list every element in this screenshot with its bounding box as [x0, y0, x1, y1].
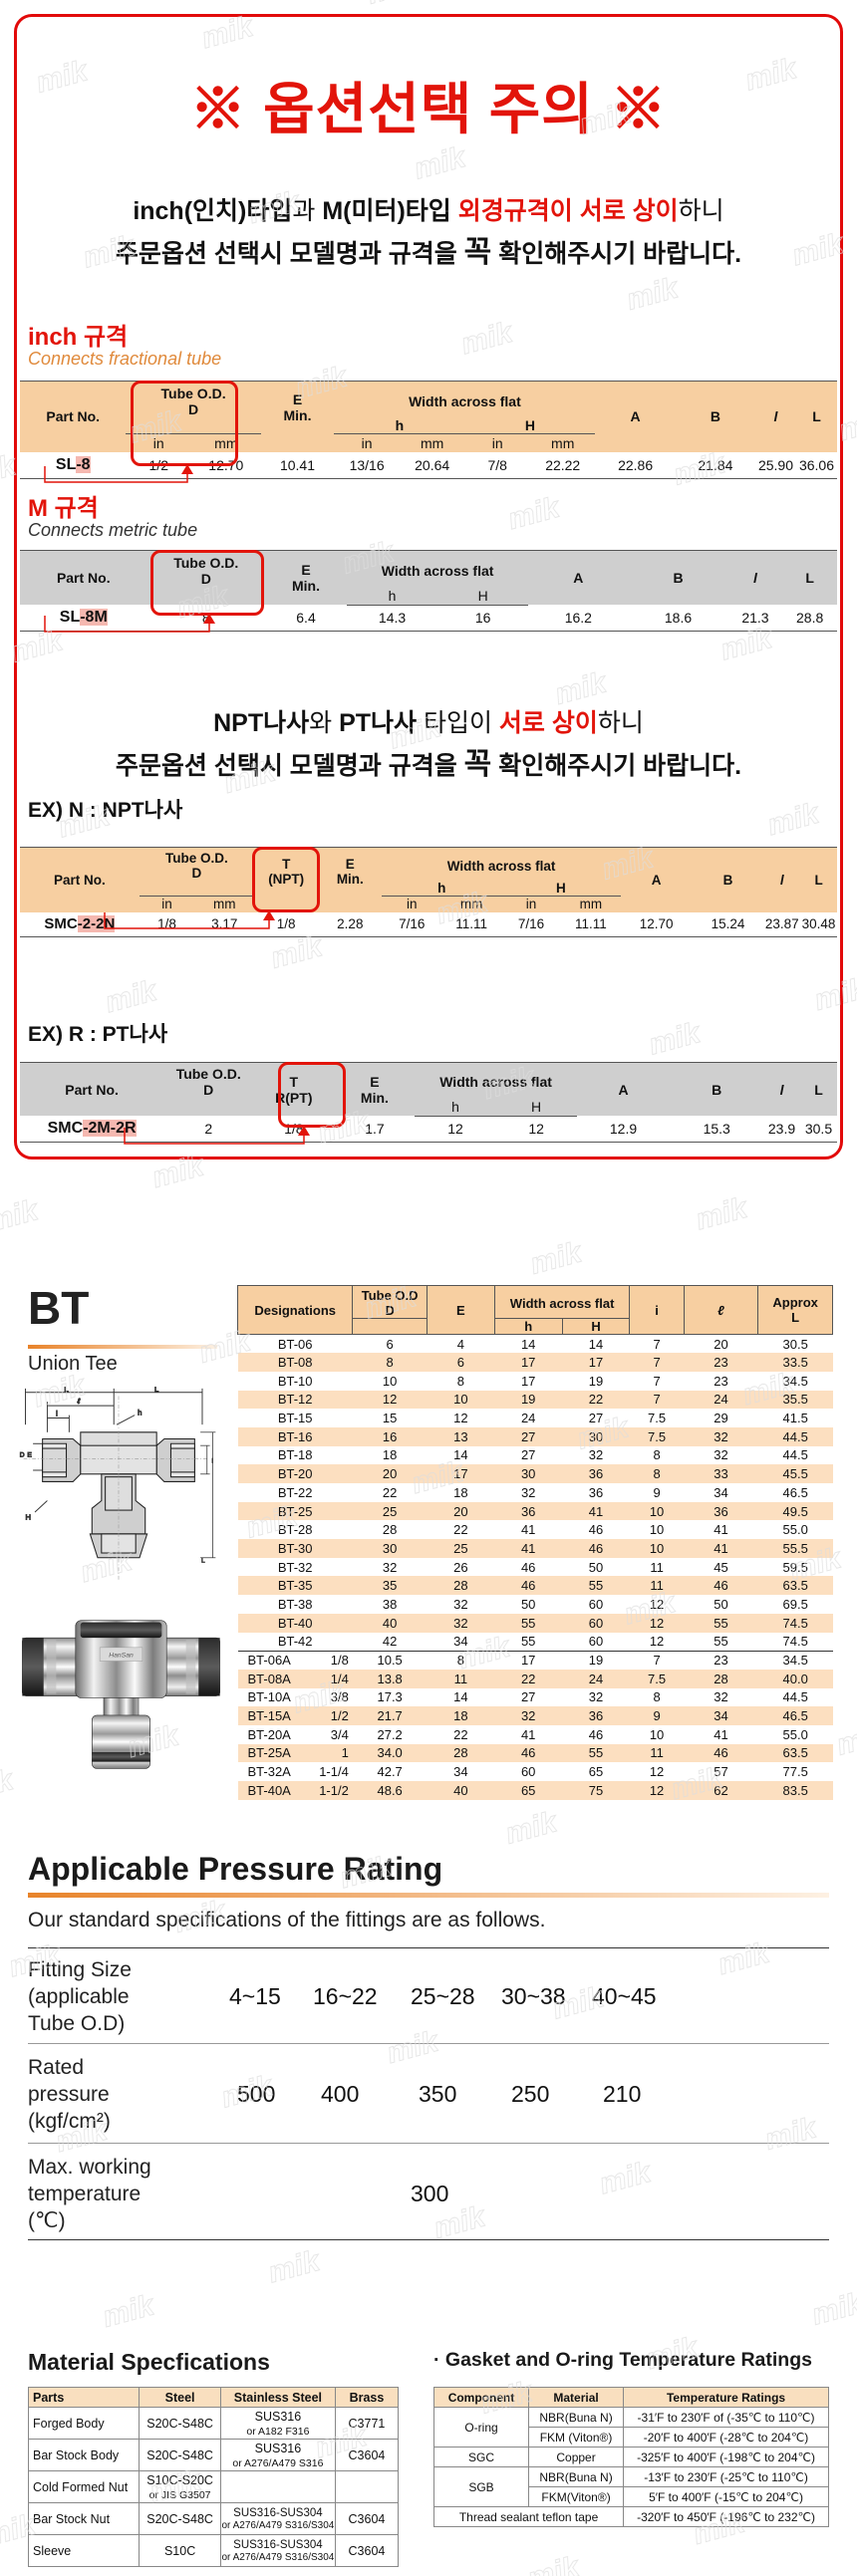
svg-text:L: L [64, 1387, 68, 1394]
svg-text:D: D [20, 1452, 25, 1459]
svg-text:L: L [201, 1558, 205, 1565]
svg-text:L: L [154, 1387, 158, 1394]
svg-text:H: H [25, 1513, 31, 1522]
svg-text:i: i [56, 1410, 58, 1418]
svg-text:E: E [27, 1452, 32, 1459]
svg-text:h: h [138, 1409, 142, 1417]
svg-text:ℓ: ℓ [77, 1397, 81, 1406]
svg-text:HanSan: HanSan [109, 1653, 134, 1660]
